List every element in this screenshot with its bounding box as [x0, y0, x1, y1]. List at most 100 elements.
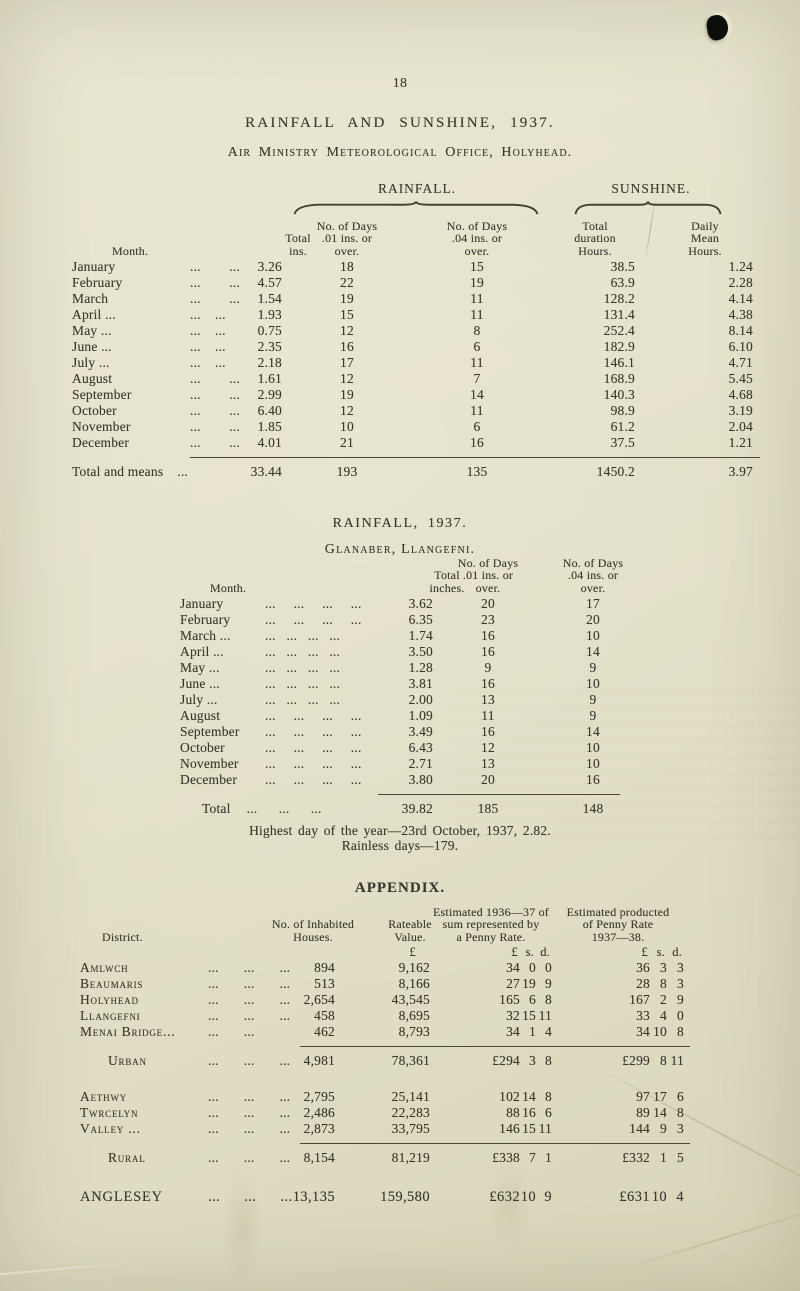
paper-stain: [480, 1140, 540, 1270]
month-cell: December: [72, 435, 130, 450]
d01-cell: 20: [481, 596, 495, 611]
subtotal-rule: [300, 1045, 690, 1047]
dots-cell: ... ... ...: [208, 976, 291, 991]
table-row: Amlwch ... ... ... 894 9,162 34 0 0 36 3 3: [80, 960, 684, 976]
p2-cell: 144: [629, 1121, 650, 1136]
p1-cell: 146: [499, 1121, 520, 1136]
houses-cell: 2,654: [303, 992, 335, 1007]
rateable-cell: 33,795: [391, 1121, 430, 1136]
d01-cell: 16: [340, 339, 354, 354]
dots-cell: ... ... ...: [208, 1150, 291, 1165]
mean-cell: 4.71: [728, 355, 753, 370]
p1-cell: £338: [430, 1149, 520, 1166]
table-row: March ... ... ... ... ... 1.74 16 10: [180, 628, 643, 644]
shillings-label: s.: [525, 945, 534, 959]
rainless-days-note: Rainless days—179.: [341, 838, 459, 853]
s2-cell: 3: [660, 960, 667, 975]
dots-cell: ... ...: [190, 403, 241, 418]
sunshine-brace-icon: [574, 200, 722, 215]
spacer-block: [80, 1069, 684, 1089]
table-row: January ... ... 3.26 18 15 38.5 1.24: [72, 259, 762, 275]
d01-cell: 22: [340, 275, 354, 290]
total-cell: 33.44: [250, 464, 282, 479]
table-footer: Total ... ... ... 39.82 185 148: [180, 788, 643, 817]
houses-cell: 2,486: [303, 1105, 335, 1120]
urban-district-rows: Amlwch... ... ... 894 9,162 34 0 0 36 3 3 Beaumar…: [80, 960, 684, 1040]
s1-cell: 7: [520, 1149, 536, 1166]
d1-cell: 9: [545, 976, 552, 991]
page-subtitle: Air Ministry Meteorological Office, Holy…: [227, 145, 573, 160]
d01-cell: 13: [433, 756, 543, 772]
p2-cell: 89: [636, 1105, 650, 1120]
d04-cell: 8: [473, 323, 481, 338]
p2-cell: 36: [636, 960, 650, 975]
rateable-cell: 9,162: [398, 960, 430, 975]
p1-cell: 32: [506, 1008, 520, 1023]
penny-rate-1936-header: Estimated 1936—37 of sum represented by …: [433, 904, 549, 945]
dot-leader: ...: [177, 464, 189, 479]
rule-block: [80, 1040, 690, 1052]
pence-label: d.: [672, 945, 682, 959]
table-row: April ... ... ... 1.93 15 11 131.4 4.38: [72, 307, 762, 323]
table-row: Urban... ... ... 4,981 78,361 £294 3 8 £299 8 11: [80, 1052, 684, 1069]
rateable-cell: 8,793: [398, 1024, 430, 1039]
table-row: Total and means... 33.44 193 135 1450.2 …: [72, 463, 762, 480]
days-04-header: No. of Days .04 ins. or over.: [446, 218, 508, 259]
dots-cell: ... ... ...: [208, 1053, 291, 1068]
duration-header: Total duration Hours.: [574, 218, 616, 259]
dots-cell: ... ...: [190, 419, 241, 434]
dots-cell: ... ...: [190, 323, 226, 338]
mean-cell: 4.14: [728, 291, 753, 306]
total-cell: 3.26: [257, 259, 282, 274]
d04-cell: 9: [543, 692, 643, 708]
d04-cell: 6: [473, 339, 481, 354]
total-rule: [378, 793, 620, 795]
d01-cell: 17: [340, 355, 354, 370]
d04-cell: 135: [466, 464, 488, 479]
monthly-rows: January ... ... 3.26 18 15 38.5 1.24 February..…: [72, 259, 762, 451]
total-cell: 2.99: [257, 387, 282, 402]
total-ins-header: Total ins.: [285, 231, 311, 259]
d01-cell: 10: [340, 419, 354, 434]
days-04-header: No. of Days .04 ins. or over.: [562, 555, 624, 596]
d2-cell: 6: [677, 1089, 684, 1104]
d01-cell: 16: [433, 724, 543, 740]
d04-cell: 11: [470, 307, 484, 322]
mean-cell: 1.24: [728, 259, 753, 274]
rural-district-rows: Aethwy... ... ... 2,795 25,141 102 14 8 97 17 6 T…: [80, 1089, 684, 1137]
d1-cell: 8: [545, 992, 552, 1007]
dots-cell: ... ...: [190, 355, 226, 370]
dots-cell: ... ...: [208, 1024, 255, 1039]
d01-cell: 15: [340, 307, 354, 322]
total-cell: 1.93: [257, 307, 282, 322]
dots-cell: ... ... ...: [208, 960, 291, 975]
name-cell: Menai Bridge...: [80, 1024, 176, 1039]
column-group-header: RAINFALL. SUNSHINE.: [72, 181, 762, 217]
table-row: March ... ... 1.54 19 11 128.2 4.14: [72, 291, 762, 307]
houses-header: No. of Inhabited Houses.: [271, 917, 355, 945]
p1-cell: 102: [499, 1089, 520, 1104]
ink-bleedthrough: [455, 688, 800, 838]
d04-cell: 14: [543, 724, 643, 740]
d04-cell: 11: [470, 355, 484, 370]
appendix-table: District. No. of Inhabited Houses. Ratea…: [80, 899, 690, 1206]
p2-cell: 97: [636, 1089, 650, 1104]
name-cell: Aethwy: [80, 1089, 128, 1104]
total-cell: 3.81: [408, 676, 433, 691]
name-cell: ANGLESEY: [80, 1189, 163, 1205]
dur-cell: 252.4: [603, 323, 635, 338]
total-cell: 0.75: [257, 323, 282, 338]
total-cell: 4.57: [257, 275, 282, 290]
dots-cell: ... ...: [190, 275, 241, 290]
total-inches-header: Total inches.: [429, 568, 465, 596]
s2-cell: 10: [651, 1189, 667, 1205]
d2-cell: 8: [677, 1024, 684, 1039]
month-cell: August: [180, 708, 221, 723]
table-row: November ... ... 1.85 10 6 61.2 2.04: [72, 419, 762, 435]
rainfall-brace-icon: [292, 200, 540, 215]
table-header: Month. Total ins. No. of Days .01 ins. o…: [72, 217, 762, 259]
name-cell: Beaumaris: [80, 976, 144, 991]
dots-cell: ... ... ...: [208, 992, 291, 1007]
d04-cell: 16: [470, 435, 484, 450]
d1-cell: 8: [545, 1053, 552, 1068]
